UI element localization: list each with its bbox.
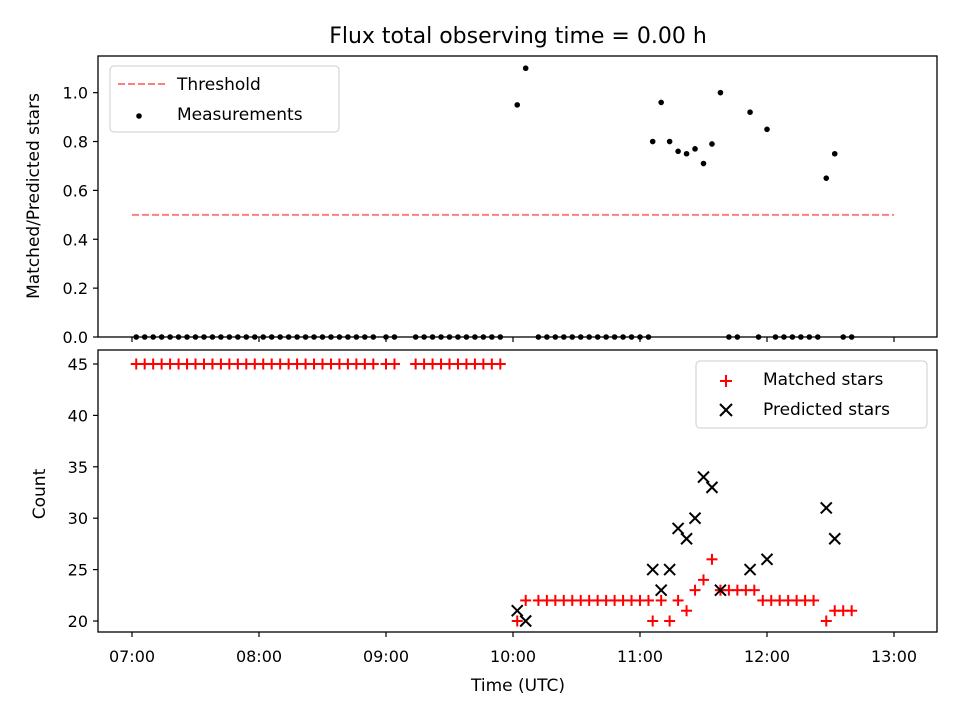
measurement-point [683, 150, 690, 157]
predicted-star-point [743, 563, 757, 576]
matched-star-point [642, 594, 654, 606]
matched-star-point [672, 594, 684, 606]
measurement-point [709, 141, 715, 147]
top-y-tick-label: 0.2 [63, 279, 88, 298]
matched-star-point [388, 358, 400, 370]
bottom-legend-box [695, 360, 928, 429]
chart-title: Flux total observing time = 0.00 h [329, 24, 707, 49]
matched-star-point [511, 615, 523, 627]
legend-measurements-marker [136, 113, 142, 119]
top-legend-box [109, 65, 340, 133]
matched-star-point [367, 358, 379, 370]
matched-star-point [494, 358, 506, 370]
matched-star-point [689, 584, 701, 596]
legend-matched-marker [720, 375, 732, 387]
measurement-point [658, 99, 664, 106]
bottom-y-tick-label: 45 [68, 355, 88, 374]
legend-predicted-label: Predicted stars [763, 400, 890, 420]
predicted-star-point [519, 614, 532, 628]
matched-star-point [846, 605, 858, 617]
predicted-star-point [688, 511, 702, 525]
predicted-star-point [760, 553, 774, 566]
bottom-y-tick-label: 35 [68, 458, 88, 477]
measurement-point [675, 148, 681, 155]
x-axis-label: Time (UTC) [470, 676, 565, 696]
legend-measurements-label: Measurements [177, 105, 303, 125]
matched-star-point [698, 574, 709, 586]
top-y-tick-label: 1.0 [63, 84, 88, 103]
predicted-star-point [680, 532, 693, 545]
bottom-y-tick-label: 25 [68, 561, 88, 580]
measurement-point [747, 109, 753, 115]
x-tick-label: 13:00 [871, 647, 917, 666]
bottom-y-tick-label: 30 [68, 509, 88, 528]
measurement-point [764, 126, 770, 133]
matched-star-point [681, 605, 693, 617]
measurement-point [700, 160, 707, 167]
x-tick-label: 12:00 [744, 647, 790, 666]
matched-star-point [647, 615, 659, 627]
predicted-star-point [828, 532, 841, 545]
bottom-plot-frame [97, 349, 938, 633]
top-y-tick-label: 0.6 [63, 181, 88, 200]
legend-threshold-label: Threshold [176, 75, 261, 95]
predicted-star-point [697, 470, 710, 484]
top-plot-frame [97, 55, 938, 338]
top-panel: 0.0 0.2 0.4 0.6 0.8 1.0 Matched/Predicted sta… [24, 55, 938, 347]
top-y-tick-label: 0.8 [63, 133, 88, 152]
top-y-tick-label: 0.0 [63, 328, 88, 347]
bottom-legend: Matched stars Predicted stars [695, 360, 928, 429]
measurement-point [522, 65, 529, 72]
matched-star-point [664, 615, 676, 627]
predicted-star-point [646, 563, 659, 576]
bottom-y-tick-label: 20 [68, 612, 88, 631]
predicted-star-point [714, 583, 727, 597]
top-y-tick-label: 0.4 [63, 230, 88, 249]
measurement-point [514, 102, 521, 108]
predicted-star-point [511, 604, 524, 617]
bottom-y-axis-label: Count [30, 468, 50, 519]
measurement-point [823, 175, 830, 181]
matched-star-point [706, 553, 718, 565]
measurement-point [649, 138, 656, 145]
predicted-star-point [654, 583, 668, 597]
legend-matched-label: Matched stars [763, 370, 883, 390]
top-legend: Threshold Measurements [109, 65, 340, 133]
matched-star-point [655, 594, 667, 606]
measurement-point [666, 138, 673, 145]
x-tick-label: 08:00 [236, 647, 282, 666]
top-y-axis-label: Matched/Predicted stars [24, 93, 44, 299]
matched-star-point [748, 584, 760, 596]
matched-star-point [820, 615, 832, 627]
measurement-point [717, 89, 724, 96]
x-tick-label: 07:00 [109, 647, 155, 666]
predicted-star-point [671, 522, 685, 535]
bottom-panel: 20 25 30 35 40 45 07:00 08:00 09:00 10:00 11:00 12… [30, 349, 938, 696]
matched-star-point [808, 594, 820, 606]
predicted-star-point [663, 563, 676, 576]
matched-star-point [520, 594, 532, 606]
x-tick-label: 09:00 [363, 647, 409, 666]
x-tick-label: 10:00 [490, 647, 536, 666]
predicted-star-point [820, 501, 833, 515]
legend-predicted-marker [719, 403, 733, 417]
bottom-y-tick-label: 40 [68, 406, 88, 425]
x-tick-label: 11:00 [617, 647, 663, 666]
predicted-star-point [705, 481, 719, 494]
measurement-point [831, 150, 838, 157]
measurement-point [692, 146, 698, 152]
